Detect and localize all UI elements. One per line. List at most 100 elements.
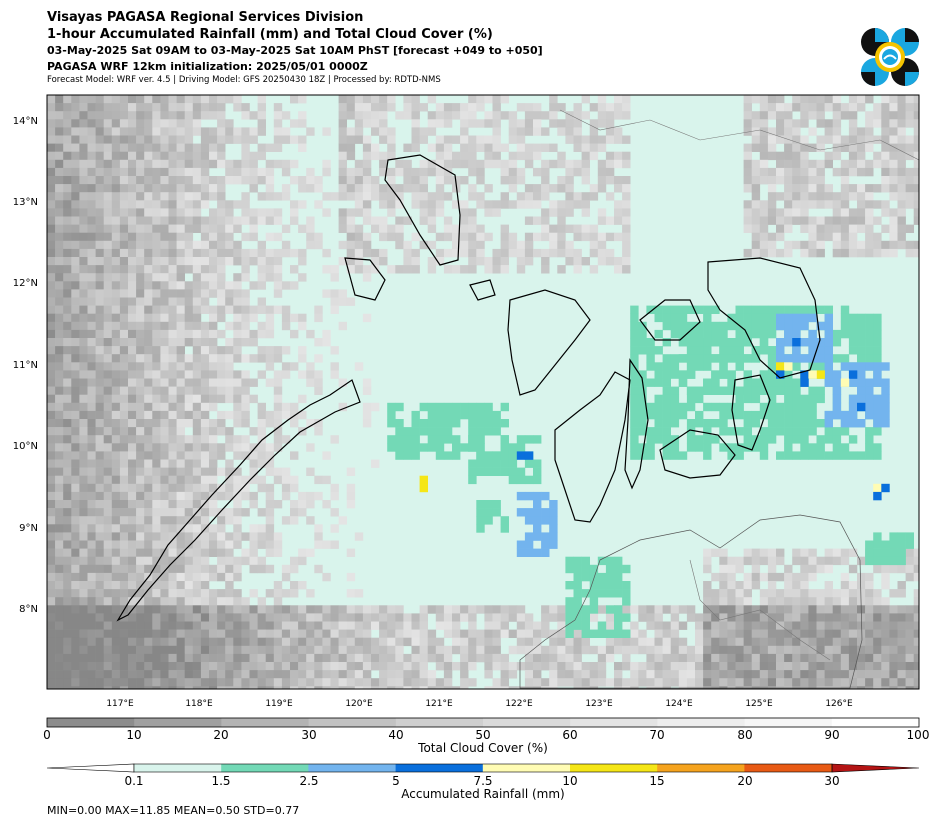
cloud-cell	[128, 329, 137, 339]
cloud-cell	[217, 305, 226, 314]
cloud-cell	[111, 192, 121, 201]
cloud-cell	[767, 232, 777, 242]
cloud-cell	[889, 621, 898, 630]
cloud-cell	[395, 662, 404, 671]
cloud-cell	[767, 548, 777, 557]
cloud-cell	[87, 346, 96, 355]
cloud-cell	[784, 670, 793, 679]
cloud-cell	[119, 662, 129, 671]
cloud-cell	[217, 451, 226, 460]
rain-cell	[759, 443, 769, 452]
cloud-cell	[144, 305, 153, 314]
rain-cell	[784, 394, 793, 404]
cloud-cell	[703, 653, 712, 663]
rain-cell	[727, 354, 736, 363]
cloud-cell	[776, 572, 785, 582]
cloud-cell	[776, 224, 785, 233]
cloud-cell	[889, 127, 898, 136]
cloud-cell	[79, 613, 88, 622]
cloud-cell	[111, 483, 121, 493]
cloud-cell	[889, 119, 898, 128]
rain-cell	[670, 410, 680, 420]
cloud-cell	[314, 564, 323, 574]
samar-coastline	[707, 257, 821, 379]
cloud-cell	[913, 95, 919, 104]
cloud-cell	[889, 103, 898, 112]
cloud-cell	[832, 548, 842, 557]
cloud-cell	[670, 613, 680, 622]
cloud-cell	[144, 95, 153, 104]
cloud-cell	[71, 589, 80, 598]
cloud-cell	[905, 95, 914, 104]
cloud-cell	[103, 419, 113, 428]
cloud-cell	[865, 208, 874, 217]
cloud-cell	[614, 127, 623, 136]
cloud-cell	[614, 103, 623, 112]
cloud-cell	[119, 629, 129, 638]
cloud-cell	[71, 653, 80, 663]
cloud-cell	[379, 119, 388, 128]
cloud-cell	[346, 240, 356, 250]
cloud-cell	[95, 564, 104, 574]
cloud-colorbar-segment	[221, 718, 310, 727]
cloud-cell	[55, 621, 64, 630]
rain-cell	[873, 362, 882, 371]
cloud-cell	[743, 200, 752, 209]
cloud-cell	[144, 289, 153, 298]
cloud-cell	[144, 564, 153, 574]
rain-cell	[816, 443, 825, 452]
cloud-cell	[144, 629, 153, 638]
rain-cell	[735, 338, 744, 347]
cloud-cell	[290, 621, 299, 630]
cloud-cell	[605, 621, 615, 630]
cloud-cell	[427, 216, 437, 225]
cloud-cell	[136, 143, 145, 152]
cloud-cell	[79, 346, 88, 355]
cloud-cell	[460, 240, 469, 250]
cloud-cell	[265, 621, 275, 630]
cloud-cell	[743, 686, 752, 689]
cloud-cell	[298, 637, 307, 647]
cloud-cell	[119, 516, 129, 525]
cloud-cell	[103, 524, 113, 533]
cloud-cell	[549, 670, 558, 679]
cloud-cell	[622, 257, 631, 266]
cloud-cell	[848, 589, 858, 598]
cloud-cell	[460, 686, 469, 689]
cloud-cell	[500, 111, 509, 120]
cloud-cell	[119, 289, 129, 298]
cloud-cell	[111, 589, 121, 598]
cloud-cell	[63, 184, 72, 193]
cloud-cell	[557, 629, 566, 638]
rain-cell	[654, 370, 663, 379]
cloud-cell	[419, 176, 428, 185]
rain-cell	[662, 419, 671, 428]
cloud-cell	[589, 232, 599, 242]
cloud-cell	[354, 240, 364, 250]
cloud-cell	[290, 556, 299, 566]
cloud-cell	[435, 159, 445, 169]
cloud-cell	[241, 386, 250, 395]
cloud-cell	[524, 111, 534, 120]
rain-cell	[638, 370, 647, 379]
cloud-cell	[152, 427, 161, 436]
rain-tick: 15	[649, 774, 664, 788]
cloud-cell	[233, 605, 242, 614]
cloud-cell	[55, 491, 64, 501]
cloud-cell	[217, 491, 226, 501]
cloud-cell	[411, 686, 420, 689]
cloud-cell	[71, 419, 80, 428]
cloud-cell	[55, 637, 64, 647]
cloud-cell	[200, 581, 210, 590]
cloud-cell	[273, 394, 283, 404]
cloud-cell	[776, 159, 785, 169]
cloud-cell	[119, 678, 129, 687]
cloud-cell	[484, 605, 493, 614]
rain-cell	[873, 427, 882, 436]
cloud-cell	[71, 159, 80, 169]
cloud-cell	[79, 394, 88, 404]
cloud-cell	[233, 508, 242, 517]
rain-cell	[784, 443, 793, 452]
rain-cell	[881, 410, 890, 420]
cloud-cell	[152, 305, 161, 314]
